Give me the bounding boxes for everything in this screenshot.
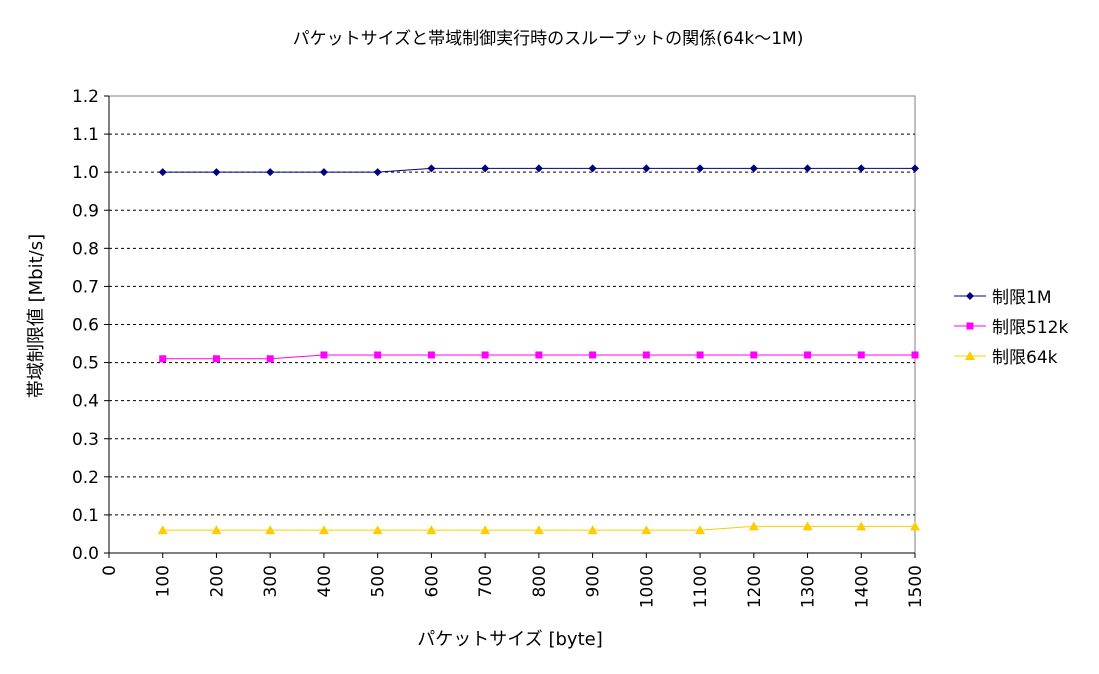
y-tick-label: 0.2 bbox=[72, 468, 99, 488]
data-point bbox=[642, 164, 651, 173]
y-tick-label: 0.9 bbox=[72, 201, 99, 221]
data-point bbox=[318, 525, 329, 535]
y-tick-label: 0.1 bbox=[72, 506, 99, 526]
y-tick-label: 0.7 bbox=[72, 277, 99, 297]
data-point bbox=[803, 164, 812, 173]
x-tick-label: 200 bbox=[207, 565, 227, 597]
data-point bbox=[427, 164, 436, 173]
legend-swatch-marker bbox=[966, 292, 974, 300]
series-1 bbox=[158, 164, 919, 177]
y-tick-label: 0.0 bbox=[72, 544, 99, 564]
x-axis-label: パケットサイズ [byte] bbox=[417, 629, 602, 650]
data-point bbox=[426, 525, 437, 535]
x-tick-label: 100 bbox=[154, 565, 174, 597]
x-tick-label: 1300 bbox=[799, 565, 819, 608]
data-point bbox=[910, 521, 920, 531]
y-tick-label: 0.8 bbox=[72, 239, 99, 259]
data-point bbox=[589, 351, 597, 359]
data-point bbox=[696, 351, 704, 359]
series-2 bbox=[159, 351, 919, 363]
y-axis-label: 帯域制限値 [Mbit/s] bbox=[26, 234, 47, 398]
x-tick-label: 600 bbox=[422, 565, 442, 597]
data-point bbox=[266, 355, 274, 363]
x-axis: 0 100 200 300 400 500 600 700 800 900 1000 1100 1200… bbox=[100, 552, 926, 608]
y-tick-label: 0.5 bbox=[72, 354, 99, 374]
data-point bbox=[319, 168, 328, 177]
chart-title: パケットサイズと帯域制御実行時のスループットの関係(64k～1M) bbox=[293, 29, 804, 49]
data-point bbox=[911, 164, 919, 173]
legend-label: 制限1M bbox=[992, 288, 1051, 308]
data-point bbox=[534, 164, 543, 173]
series-3 bbox=[157, 521, 920, 535]
legend-item: 制限1M bbox=[954, 288, 1051, 308]
x-tick-label: 1000 bbox=[637, 565, 657, 608]
data-point bbox=[696, 164, 705, 173]
data-point bbox=[587, 525, 598, 535]
data-point bbox=[374, 351, 382, 359]
data-point bbox=[158, 168, 167, 177]
y-axis: 0.0 0.1 0.2 0.3 0.4 0.5 0.6 0.7 0.8 0.9 1.0 1.1 1.2 bbox=[72, 87, 110, 564]
y-tick-label: 1.1 bbox=[72, 125, 99, 145]
data-point bbox=[480, 525, 491, 535]
data-point bbox=[641, 525, 652, 535]
data-point bbox=[481, 351, 489, 359]
legend-item: 制限512k bbox=[954, 318, 1068, 338]
x-tick-label: 300 bbox=[261, 565, 281, 597]
data-point bbox=[481, 164, 490, 173]
x-tick-label: 0 bbox=[100, 565, 120, 576]
x-tick-label: 1100 bbox=[691, 565, 711, 608]
data-point bbox=[588, 164, 597, 173]
series-layer bbox=[157, 164, 920, 535]
x-tick-label: 400 bbox=[315, 565, 335, 597]
legend-label: 制限64k bbox=[992, 348, 1058, 368]
x-tick-label: 900 bbox=[584, 565, 604, 597]
data-point bbox=[427, 351, 435, 359]
legend-swatch-marker bbox=[966, 322, 974, 330]
data-point bbox=[373, 168, 382, 177]
data-point bbox=[533, 525, 544, 535]
data-point bbox=[748, 521, 759, 531]
data-point bbox=[212, 168, 221, 177]
x-tick-label: 700 bbox=[476, 565, 496, 597]
x-tick-label: 1200 bbox=[745, 565, 765, 608]
grid bbox=[109, 133, 915, 516]
data-point bbox=[159, 355, 167, 363]
x-tick-label: 800 bbox=[530, 565, 550, 597]
data-point bbox=[750, 351, 758, 359]
data-point bbox=[266, 168, 275, 177]
data-point bbox=[265, 525, 276, 535]
data-point bbox=[211, 525, 222, 535]
data-point bbox=[802, 521, 813, 531]
data-point bbox=[749, 164, 758, 173]
data-point bbox=[320, 351, 328, 359]
y-tick-label: 0.6 bbox=[72, 316, 99, 336]
data-point bbox=[804, 351, 812, 359]
y-tick-label: 0.4 bbox=[72, 392, 99, 412]
legend-label: 制限512k bbox=[992, 318, 1068, 338]
legend: 制限1M 制限512k 制限64k bbox=[954, 288, 1068, 368]
data-point bbox=[857, 351, 865, 359]
data-point bbox=[857, 164, 866, 173]
y-tick-label: 1.0 bbox=[72, 163, 99, 183]
data-point bbox=[372, 525, 383, 535]
x-tick-label: 500 bbox=[369, 565, 389, 597]
x-tick-label: 1400 bbox=[852, 565, 872, 608]
data-point bbox=[535, 351, 543, 359]
data-point bbox=[856, 521, 867, 531]
data-point bbox=[911, 351, 919, 359]
data-point bbox=[642, 351, 650, 359]
data-point bbox=[157, 525, 168, 535]
y-tick-label: 0.3 bbox=[72, 430, 99, 450]
y-tick-label: 1.2 bbox=[72, 87, 99, 107]
legend-item: 制限64k bbox=[954, 348, 1058, 368]
data-point bbox=[212, 355, 220, 363]
data-point bbox=[695, 525, 706, 535]
legend-swatch-marker bbox=[965, 351, 975, 360]
x-tick-label: 1500 bbox=[906, 565, 926, 608]
